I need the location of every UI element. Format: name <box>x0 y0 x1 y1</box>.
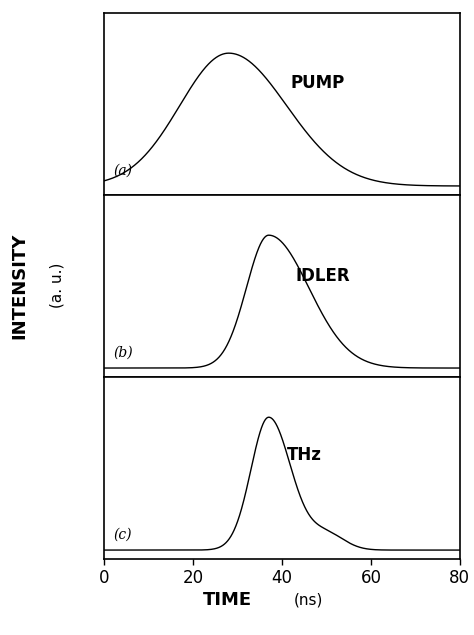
Text: (a): (a) <box>113 163 132 177</box>
Text: THz: THz <box>286 446 321 464</box>
Text: (c): (c) <box>113 527 132 541</box>
Text: TIME: TIME <box>203 591 252 609</box>
Text: PUMP: PUMP <box>291 74 345 92</box>
Text: (a. u.): (a. u.) <box>49 263 64 309</box>
Text: (b): (b) <box>113 345 133 359</box>
Text: IDLER: IDLER <box>295 267 350 284</box>
Text: INTENSITY: INTENSITY <box>10 232 28 339</box>
Text: (ns): (ns) <box>293 592 323 608</box>
